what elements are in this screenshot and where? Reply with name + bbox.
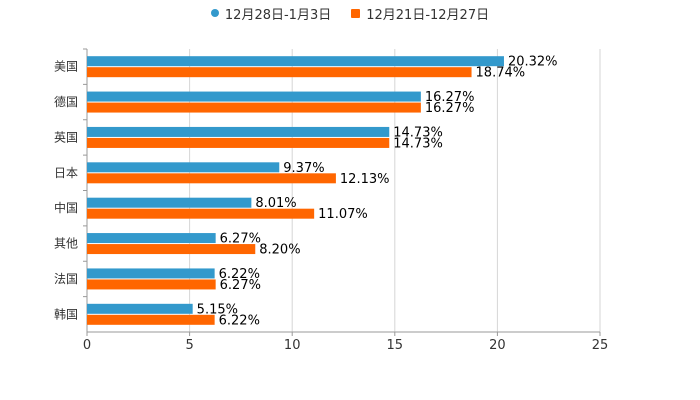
x-tick-label: 5 [185,338,193,353]
bar-series-2 [87,244,256,255]
data-label-series-2: 11.07% [318,207,368,222]
data-label-series-2: 6.27% [220,278,261,293]
legend: 12月28日-1月3日 12月21日-12月27日 [0,4,700,23]
legend-dot-icon [210,9,219,17]
data-label-series-2: 16.27% [425,101,475,116]
y-tick-label: 中国 [54,200,78,215]
legend-label-series-1: 12月28日-1月3日 [224,7,332,23]
y-tick-label: 其他 [54,237,78,251]
data-label-series-1: 14.73% [393,125,443,140]
x-tick-label: 15 [387,338,404,353]
y-tick-label: 美国 [54,60,78,74]
data-label-series-1: 5.15% [197,302,238,317]
legend-item-series-1[interactable]: 12月28日-1月3日 [210,4,332,23]
data-label-series-1: 16.27% [425,90,475,105]
bar-series-1 [87,56,504,67]
data-label-series-1: 6.22% [219,267,260,282]
y-tick-label: 法国 [54,272,78,286]
data-label-series-2: 18.74% [476,66,526,81]
bar-series-1 [87,303,193,314]
bar-series-2 [87,173,336,184]
y-tick-label: 英国 [54,130,78,144]
bar-series-1 [87,126,390,137]
data-label-series-2: 12.13% [340,172,390,187]
bar-series-2 [87,208,315,219]
bar-series-1 [87,197,252,208]
bar-series-2 [87,279,216,290]
bar-series-2 [87,102,421,113]
bar-series-2 [87,314,215,325]
x-tick-label: 25 [592,338,609,353]
x-tick-label: 20 [489,338,506,353]
data-label-series-1: 9.37% [283,161,324,176]
data-label-series-2: 6.22% [219,313,260,328]
bar-series-1 [87,233,216,244]
y-tick-label: 韩国 [54,306,78,321]
data-label-series-1: 8.01% [255,196,296,211]
y-tick-label: 德国 [54,94,78,109]
x-tick-label: 10 [284,338,301,353]
data-label-series-2: 8.20% [259,243,300,258]
data-label-series-2: 14.73% [393,136,443,151]
y-tick-label: 日本 [54,166,78,180]
bar-series-2 [87,137,390,148]
bar-series-1 [87,162,280,173]
bar-series-1 [87,268,215,279]
bar-series-2 [87,67,472,78]
data-label-series-1: 6.27% [220,232,261,247]
legend-square-icon [351,8,361,18]
legend-item-series-2[interactable]: 12月21日-12月27日 [351,4,489,23]
legend-label-series-2: 12月21日-12月27日 [366,7,490,23]
data-label-series-1: 20.32% [508,55,558,70]
bar-series-1 [87,91,421,102]
x-tick-label: 0 [83,338,91,353]
